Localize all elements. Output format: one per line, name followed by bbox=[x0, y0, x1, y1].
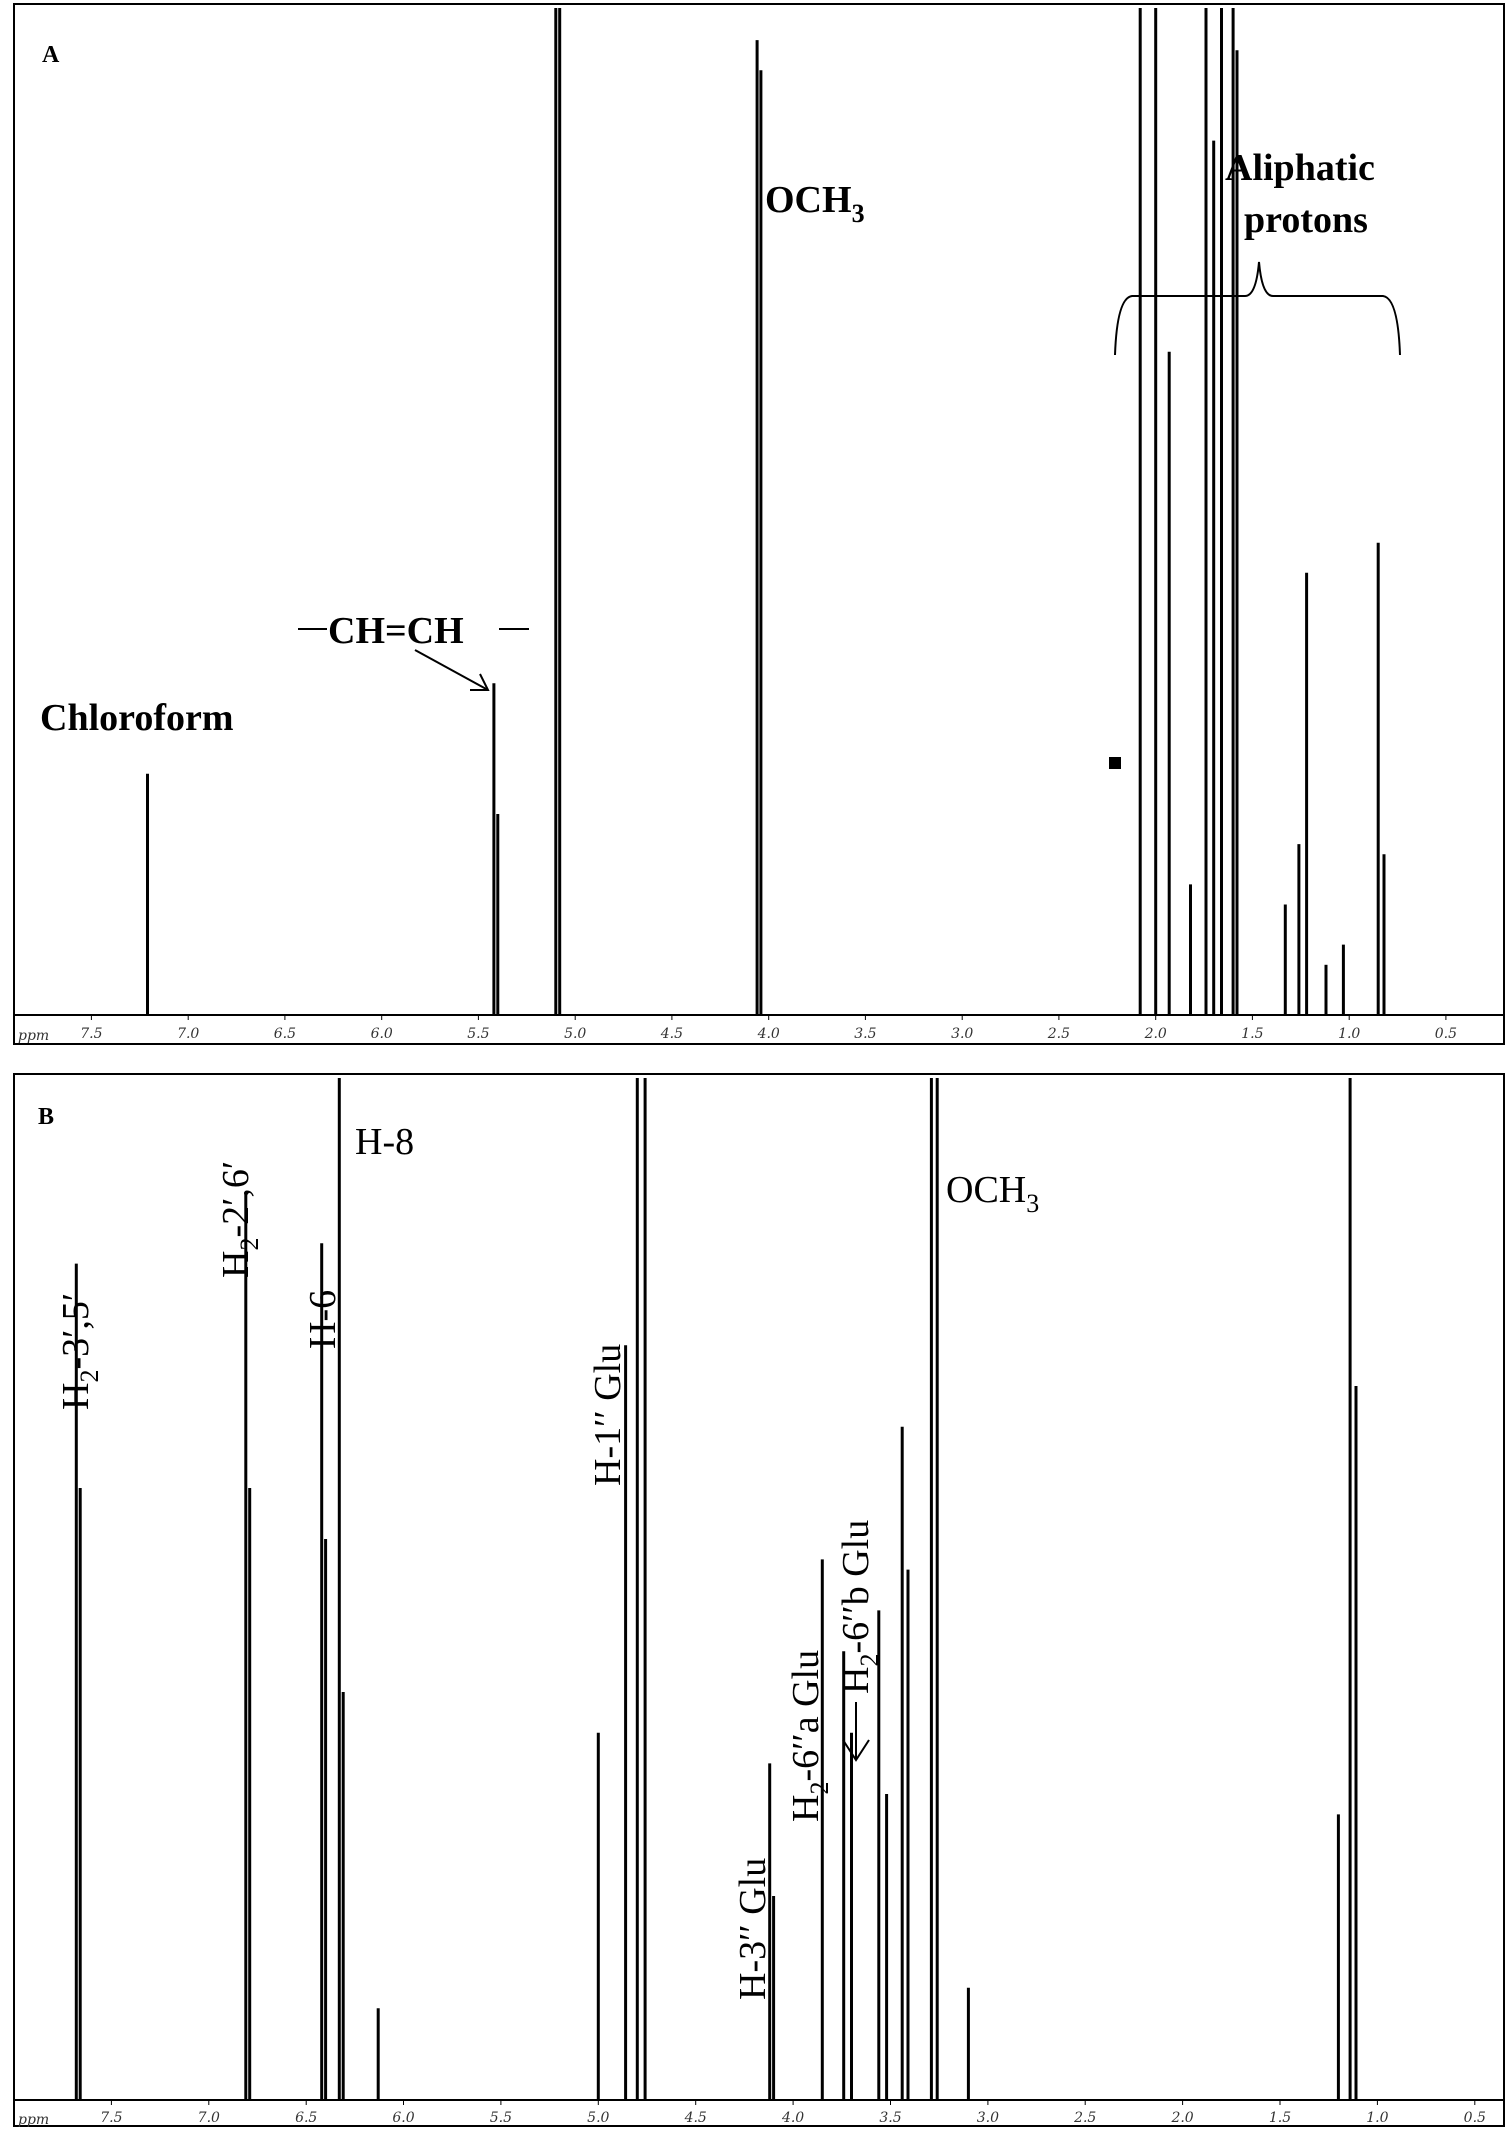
panel-a-peaks bbox=[146, 8, 1386, 1015]
xtick-label-b-4: 5.5 bbox=[490, 2110, 512, 2126]
xtick-label-b-1: 7.0 bbox=[198, 2110, 220, 2126]
label-h3-glu: H-3′′ Glu bbox=[732, 1858, 774, 2000]
xtick-label-a-5: 5.0 bbox=[564, 1026, 586, 1042]
marker-square bbox=[1109, 757, 1121, 769]
label-h1-glu: H-1′′ Glu bbox=[587, 1344, 629, 1486]
xtick-label-b-7: 4.0 bbox=[781, 2110, 804, 2126]
xtick-label-a-10: 2.5 bbox=[1047, 1026, 1070, 1042]
xtick-label-b-13: 1.0 bbox=[1366, 2110, 1388, 2126]
xtick-label-b-3: 6.0 bbox=[392, 2110, 414, 2126]
panel-b-axis: ppm 7.5 7.0 6.5 6.0 5.5 5.0 4.5 4.0 3.5 3.0 2.5 2.0… bbox=[18, 2100, 1486, 2128]
xtick-label-a-0: 7.5 bbox=[80, 1026, 102, 1042]
panel-a-frame bbox=[13, 3, 1505, 1045]
methoxy-label-a: OCH3 bbox=[765, 179, 865, 228]
h6b-arrowhead bbox=[842, 1739, 870, 1762]
xtick-label-b-8: 3.5 bbox=[879, 2110, 901, 2126]
xtick-label-b-6: 4.5 bbox=[684, 2110, 707, 2126]
label-h2-26: H2-2′,6′ bbox=[215, 1161, 264, 1278]
xtick-label-b-5: 5.0 bbox=[587, 2110, 609, 2126]
label-h6a-glu: H2-6′′a Glu bbox=[785, 1650, 834, 1822]
alkene-label: CH=CH bbox=[328, 610, 464, 652]
aliphatic-label-line2: protons bbox=[1244, 199, 1368, 241]
panel-b-xlabel: ppm bbox=[18, 2112, 49, 2128]
panel-a-axis: ppm 7.5 7.0 6.5 6.0 5.5 5.0 4.5 4.0 3.5 3.0 2.5 2.0… bbox=[18, 1015, 1457, 1044]
panel-b-spectrum: B ppm 7.5 7.0 6.5 6.0 5.5 5.0 4.5 4.0 3.5 3.0 2.5 2… bbox=[13, 1073, 1505, 2128]
xtick-label-a-12: 1.5 bbox=[1241, 1026, 1263, 1042]
xtick-label-a-9: 3.0 bbox=[951, 1026, 973, 1042]
xtick-label-b-10: 2.5 bbox=[1073, 2110, 1096, 2126]
xtick-label-b-14: 0.5 bbox=[1464, 2110, 1486, 2126]
xtick-label-a-2: 6.5 bbox=[274, 1026, 296, 1042]
xtick-label-a-8: 3.5 bbox=[854, 1026, 876, 1042]
alkene-arrowhead bbox=[470, 673, 490, 691]
xtick-label-a-6: 4.5 bbox=[660, 1026, 683, 1042]
xtick-label-a-7: 4.0 bbox=[757, 1026, 780, 1042]
chloroform-label: Chloroform bbox=[40, 697, 234, 739]
aliphatic-label-line1: Aliphatic bbox=[1225, 147, 1375, 189]
label-h6: H-6 bbox=[302, 1290, 344, 1349]
label-h6b-glu: H2-6′′b Glu bbox=[835, 1520, 884, 1694]
panel-a-xlabel: ppm bbox=[18, 1028, 49, 1044]
xtick-label-a-13: 1.0 bbox=[1338, 1026, 1360, 1042]
xtick-label-b-2: 6.5 bbox=[295, 2110, 317, 2126]
panel-b-frame bbox=[13, 1073, 1505, 2127]
xtick-label-a-3: 6.0 bbox=[371, 1026, 393, 1042]
xtick-label-b-0: 7.5 bbox=[100, 2110, 122, 2126]
label-h8: H-8 bbox=[355, 1121, 414, 1163]
panel-b-letter: B bbox=[38, 1104, 54, 1130]
methoxy-label-b: OCH3 bbox=[946, 1169, 1039, 1218]
panel-a-spectrum: A ppm 7.5 7.0 6.5 6.0 5.5 5.0 4.5 4.0 3.5 3.0 2.5 2… bbox=[13, 3, 1505, 1045]
label-h2-35: H2-3′,5′ bbox=[55, 1293, 104, 1410]
xtick-label-a-4: 5.5 bbox=[467, 1026, 489, 1042]
aliphatic-bracket bbox=[1114, 261, 1401, 356]
xtick-label-a-11: 2.0 bbox=[1144, 1026, 1167, 1042]
panel-b-peaks bbox=[74, 1078, 1358, 2100]
xtick-label-a-14: 0.5 bbox=[1435, 1026, 1457, 1042]
xtick-label-b-12: 1.5 bbox=[1269, 2110, 1291, 2126]
xtick-label-b-11: 2.0 bbox=[1170, 2110, 1193, 2126]
alkene-arrow bbox=[414, 649, 489, 691]
xtick-label-a-1: 7.0 bbox=[177, 1026, 199, 1042]
xtick-label-b-9: 3.0 bbox=[977, 2110, 999, 2126]
panel-a-letter: A bbox=[42, 42, 60, 68]
